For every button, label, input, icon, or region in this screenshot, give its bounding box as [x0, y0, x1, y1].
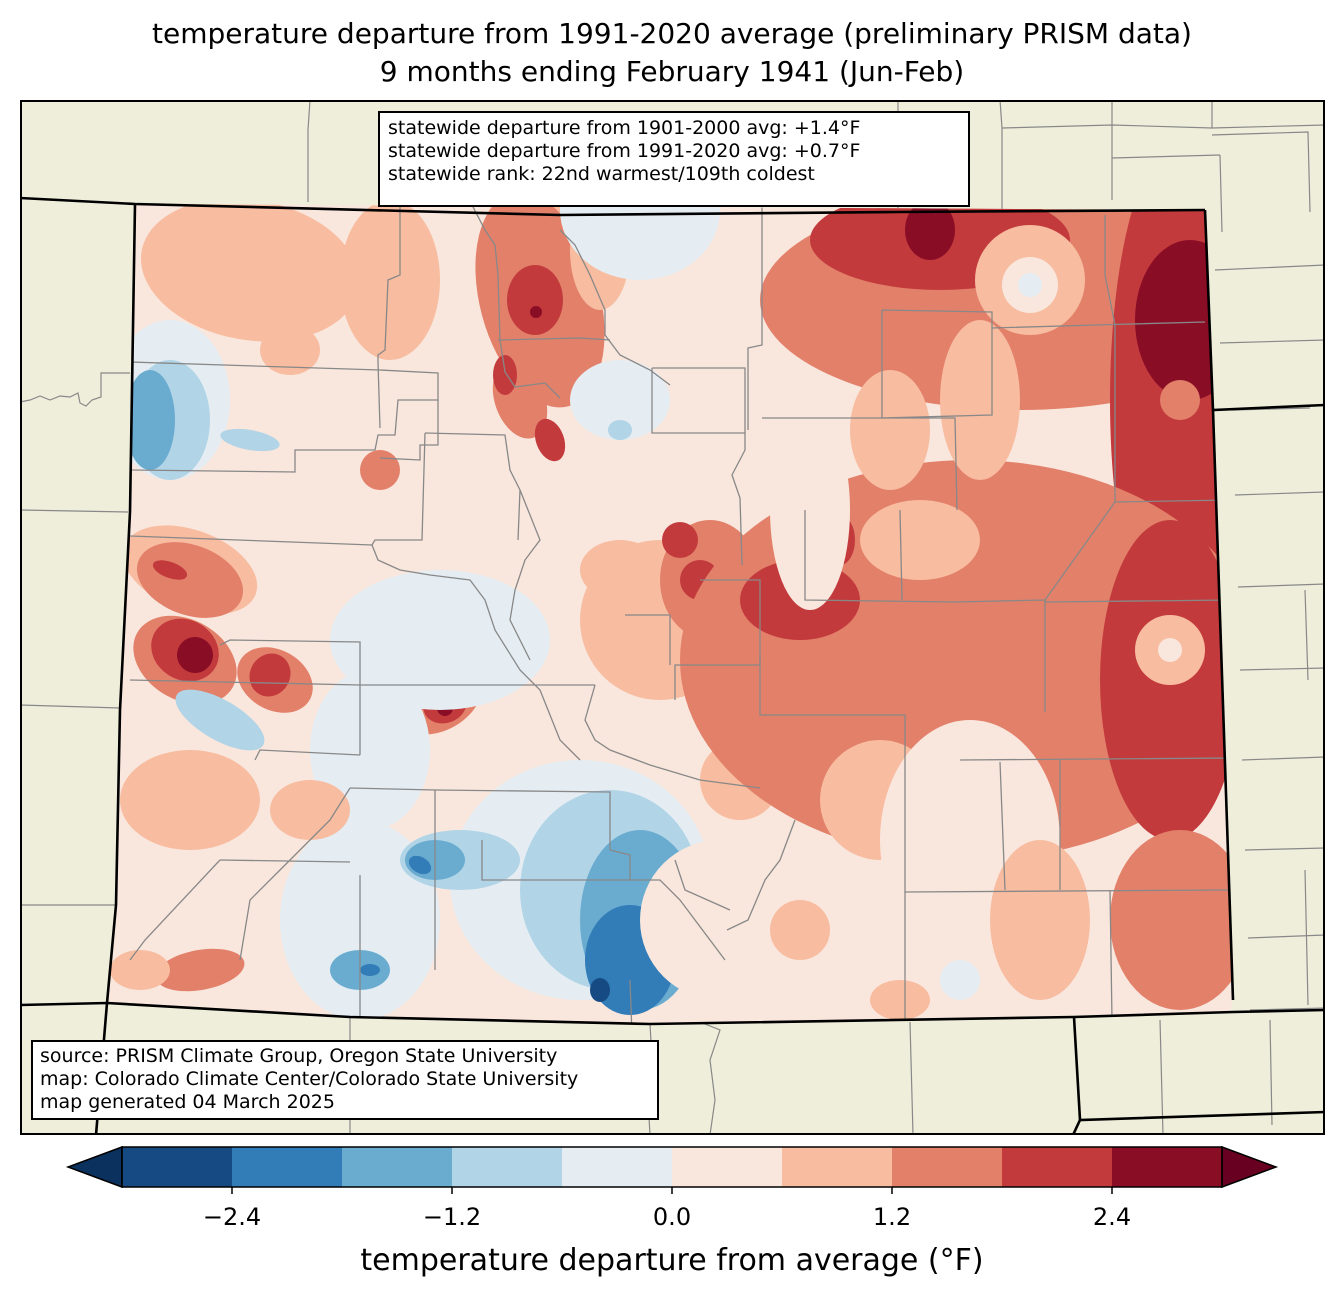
contour-region	[1158, 638, 1182, 662]
contour-region	[270, 780, 350, 840]
colorbar-cell	[1002, 1147, 1113, 1187]
contour-region	[125, 370, 175, 470]
colorbar-cell	[232, 1147, 343, 1187]
contour-region	[155, 948, 245, 992]
contour-region	[360, 450, 400, 490]
colorbar-tick-label: −2.4	[202, 1203, 262, 1231]
colorbar-cell	[342, 1147, 453, 1187]
map-title: temperature departure from 1991-2020 ave…	[152, 17, 1192, 50]
contour-region	[560, 204, 720, 280]
contour-region	[177, 637, 213, 673]
contour-region	[110, 950, 170, 990]
contour-region	[1176, 774, 1204, 806]
county-lines	[129, 204, 1233, 1024]
colorbar-tick-label: 0.0	[652, 1203, 692, 1231]
stats-line-rank: statewide rank: 22nd warmest/109th colde…	[388, 163, 815, 185]
contour-region	[570, 360, 670, 440]
colorbar-cell	[782, 1147, 893, 1187]
contour-region	[507, 265, 563, 335]
contour-region	[340, 204, 440, 360]
contour-region	[408, 855, 432, 875]
map-subtitle: 9 months ending February 1941 (Jun-Feb)	[379, 55, 965, 88]
contour-region	[940, 320, 1020, 480]
state-boundaries	[20, 196, 1325, 1135]
contour-region	[770, 410, 850, 610]
contour-region	[1018, 273, 1042, 297]
source-line: source: PRISM Climate Group, Oregon Stat…	[40, 1045, 558, 1067]
contour-region	[360, 964, 380, 976]
colorbar-tick-label: −1.2	[422, 1203, 482, 1231]
contour-region	[990, 840, 1090, 1000]
contour-region	[249, 653, 291, 697]
colorbar-cell	[452, 1147, 563, 1187]
stats-line-1991-2020: statewide departure from 1991-2020 avg: …	[388, 140, 861, 162]
statewide-stats-box: statewide departure from 1901-2000 avg: …	[378, 111, 970, 207]
contour-region	[530, 306, 542, 318]
contour-region	[640, 840, 800, 1000]
colorbar-over-arrow	[1221, 1145, 1279, 1189]
contour-region	[152, 560, 188, 580]
contour-region	[770, 900, 830, 960]
source-credit-box: source: PRISM Climate Group, Oregon Stat…	[31, 1040, 659, 1120]
contour-region	[140, 204, 360, 342]
colorbar-cell	[1112, 1147, 1223, 1187]
contour-region	[120, 750, 260, 850]
generated-date-line: map generated 04 March 2025	[40, 1091, 335, 1113]
colorbar	[65, 1145, 1279, 1194]
contour-region	[175, 689, 265, 751]
map-panel	[20, 100, 1325, 1135]
map-credit-line: map: Colorado Climate Center/Colorado St…	[40, 1068, 579, 1090]
colorbar-cell	[892, 1147, 1003, 1187]
contour-region	[493, 355, 517, 395]
contour-region	[905, 204, 955, 260]
contour-region	[590, 978, 610, 1002]
colorbar-tick-label: 2.4	[1092, 1203, 1132, 1231]
colorbar-cell	[672, 1147, 783, 1187]
colorbar-label: temperature departure from average (°F)	[360, 1243, 984, 1278]
colorbar-under-arrow	[65, 1145, 123, 1189]
map-border	[20, 100, 1325, 1135]
contour-region	[662, 522, 698, 558]
contour-region	[850, 370, 930, 490]
contour-region	[870, 980, 930, 1020]
colorbar-tick-label: 1.2	[872, 1203, 912, 1231]
contour-region	[608, 420, 632, 440]
stats-line-1901-2000: statewide departure from 1901-2000 avg: …	[388, 117, 861, 139]
colorbar-cell	[562, 1147, 673, 1187]
contour-region	[260, 325, 320, 375]
contour-region	[940, 960, 980, 1000]
contour-region	[1160, 380, 1200, 420]
contour-region	[1122, 690, 1158, 730]
contour-region	[1124, 784, 1136, 796]
contour-region	[580, 540, 660, 600]
colorbar-cell	[122, 1147, 233, 1187]
contour-region	[860, 500, 980, 580]
contour-region	[310, 670, 430, 830]
contour-region	[220, 428, 280, 452]
contour-region	[1110, 830, 1233, 1010]
contour-region	[534, 418, 566, 462]
contour-region	[568, 295, 592, 345]
temperature-contour-layer	[107, 204, 1233, 1024]
